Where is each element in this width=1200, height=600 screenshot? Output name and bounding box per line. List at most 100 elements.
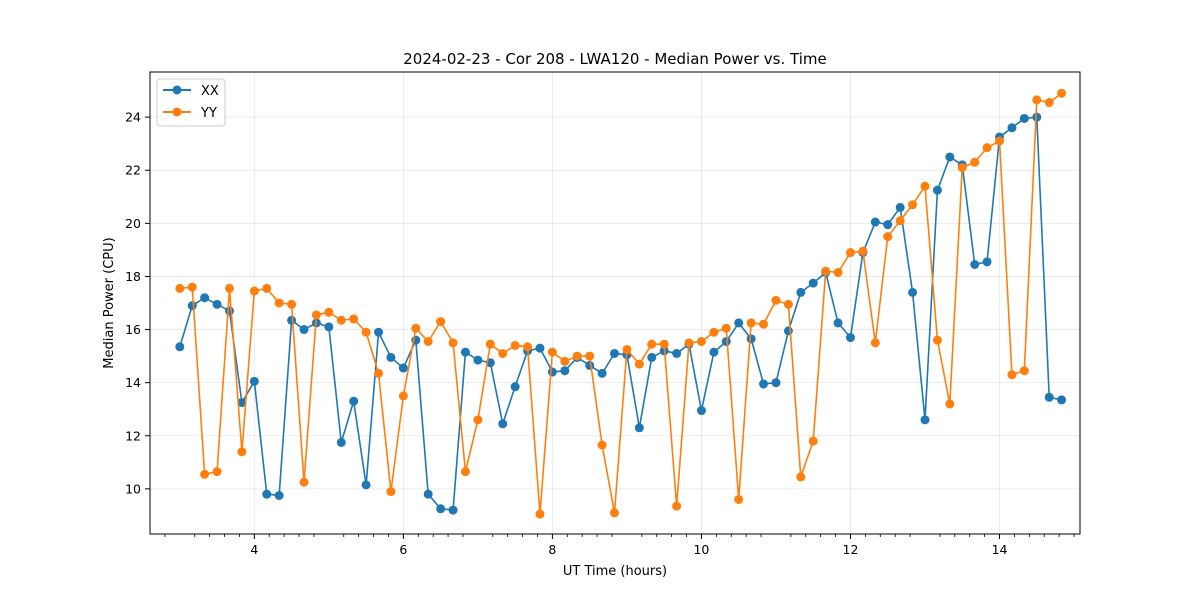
data-point-yy: [200, 469, 210, 479]
data-point-xx: [932, 185, 942, 195]
data-point-yy: [609, 508, 619, 518]
data-point-yy: [1044, 98, 1054, 108]
data-point-yy: [535, 509, 545, 519]
data-point-xx: [510, 382, 520, 392]
y-tick-label: 14: [125, 375, 141, 390]
x-tick-label: 12: [843, 542, 859, 557]
data-point-yy: [808, 436, 818, 446]
data-point-xx: [386, 352, 396, 362]
series-layer: [175, 88, 1067, 519]
data-point-yy: [759, 319, 769, 329]
data-point-yy: [386, 487, 396, 497]
data-point-xx: [883, 220, 893, 230]
data-point-xx: [1044, 392, 1054, 402]
data-point-yy: [647, 339, 657, 349]
data-point-yy: [1019, 366, 1029, 376]
data-point-xx: [597, 368, 607, 378]
data-point-yy: [398, 391, 408, 401]
data-point-xx: [225, 306, 235, 316]
data-point-yy: [721, 323, 731, 333]
data-point-yy: [845, 248, 855, 258]
data-point-xx: [175, 342, 185, 352]
data-point-yy: [349, 314, 359, 324]
data-point-xx: [274, 491, 284, 500]
data-point-yy: [510, 340, 520, 350]
data-point-xx: [585, 360, 595, 370]
data-point-yy: [287, 299, 297, 309]
data-point-xx: [187, 301, 197, 311]
data-point-yy: [187, 282, 197, 292]
chart-title: 2024-02-23 - Cor 208 - LWA120 - Median P…: [403, 50, 827, 68]
data-point-xx: [709, 347, 719, 357]
data-point-yy: [796, 472, 806, 482]
data-point-xx: [423, 489, 433, 499]
data-point-xx: [249, 376, 259, 386]
data-point-yy: [746, 318, 756, 328]
data-point-xx: [609, 348, 619, 358]
data-point-yy: [1007, 370, 1017, 380]
data-point-xx: [212, 299, 222, 309]
data-point-xx: [547, 367, 557, 377]
data-point-xx: [634, 423, 644, 433]
data-point-yy: [460, 467, 470, 477]
data-point-xx: [460, 347, 470, 357]
data-point-xx: [783, 326, 793, 336]
data-point-xx: [374, 327, 384, 337]
data-point-xx: [448, 505, 458, 515]
data-point-xx: [920, 415, 930, 425]
data-point-xx: [771, 378, 781, 388]
data-point-yy: [311, 310, 321, 320]
data-point-xx: [398, 363, 408, 373]
data-point-xx: [200, 293, 210, 303]
data-point-yy: [908, 200, 918, 210]
data-point-yy: [597, 440, 607, 450]
data-point-yy: [622, 344, 632, 354]
data-point-xx: [734, 318, 744, 328]
data-point-yy: [560, 356, 570, 366]
data-point-yy: [734, 494, 744, 504]
data-point-xx: [1019, 113, 1029, 123]
data-point-xx: [436, 504, 446, 514]
data-point-yy: [858, 246, 868, 256]
data-point-yy: [473, 415, 483, 425]
y-tick-label: 18: [125, 269, 141, 284]
data-point-xx: [361, 480, 371, 490]
data-point-yy: [995, 136, 1005, 146]
data-point-xx: [696, 406, 706, 416]
data-point-yy: [1032, 95, 1042, 105]
x-tick-label: 4: [250, 542, 258, 557]
data-point-xx: [299, 325, 309, 335]
data-point-yy: [982, 143, 992, 153]
data-point-yy: [821, 266, 831, 276]
data-point-yy: [870, 338, 880, 348]
data-point-xx: [498, 419, 508, 429]
legend-marker-yy: [172, 107, 182, 117]
data-point-xx: [808, 278, 818, 288]
x-tick-label: 14: [992, 542, 1008, 557]
legend-label-yy: YY: [200, 106, 217, 121]
data-point-xx: [759, 379, 769, 389]
plot-area-frame: [149, 71, 1081, 535]
data-point-xx: [535, 343, 545, 353]
data-point-yy: [212, 467, 222, 477]
data-point-yy: [411, 323, 421, 333]
grid-lines: [150, 72, 1080, 534]
data-point-xx: [1057, 395, 1067, 405]
data-point-yy: [920, 181, 930, 191]
y-tick-label: 16: [125, 322, 141, 337]
data-point-yy: [547, 347, 557, 357]
data-point-yy: [684, 338, 694, 348]
data-point-xx: [895, 202, 905, 212]
data-point-yy: [324, 307, 334, 317]
data-point-yy: [970, 157, 980, 167]
y-tick-label: 10: [125, 481, 141, 496]
data-point-yy: [274, 298, 284, 308]
data-point-xx: [336, 437, 346, 447]
data-point-yy: [225, 283, 235, 293]
data-point-yy: [374, 368, 384, 378]
data-point-xx: [833, 318, 843, 328]
data-point-yy: [299, 477, 309, 487]
data-point-yy: [783, 299, 793, 309]
